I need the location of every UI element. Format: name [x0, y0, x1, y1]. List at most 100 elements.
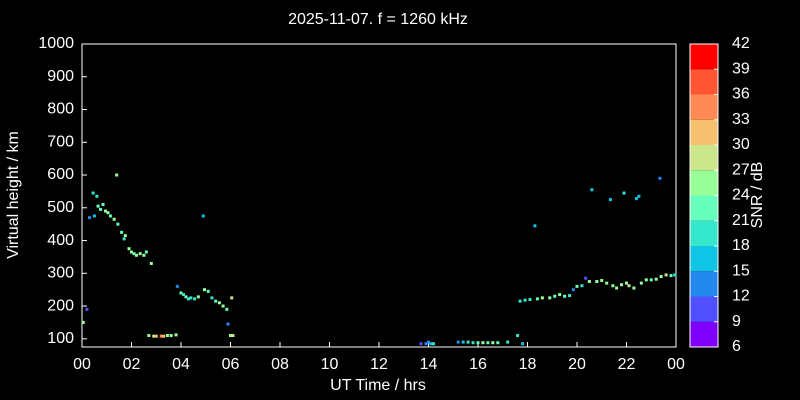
colorbar-tick-label: 42 — [732, 35, 750, 52]
data-point — [225, 307, 229, 311]
data-point — [419, 342, 423, 346]
data-point — [580, 284, 584, 288]
colorbar-tick-label: 39 — [732, 60, 750, 77]
colorbar-label: SNR / dB — [749, 162, 766, 229]
data-point — [659, 275, 663, 279]
colorbar-segment — [690, 44, 718, 70]
data-point — [627, 284, 631, 288]
data-point — [152, 334, 156, 338]
data-point — [108, 214, 112, 218]
data-point — [615, 286, 619, 290]
data-point — [81, 320, 85, 324]
data-point — [217, 301, 221, 305]
data-point — [575, 284, 579, 288]
data-point — [605, 281, 609, 285]
data-point — [568, 294, 572, 298]
x-tick-label: 22 — [618, 356, 636, 373]
data-point — [625, 281, 628, 285]
x-tick-label: 02 — [123, 356, 141, 373]
data-point — [673, 273, 677, 277]
data-point — [523, 298, 527, 302]
y-tick-label: 1000 — [38, 35, 74, 52]
data-point — [622, 191, 626, 195]
data-point — [427, 340, 430, 344]
data-point — [179, 291, 183, 295]
colorbar-tick-label: 15 — [732, 262, 750, 279]
data-point — [138, 252, 142, 256]
data-point — [142, 253, 146, 257]
data-point — [154, 334, 158, 338]
colorbar-tick-label: 30 — [732, 136, 750, 153]
data-point — [637, 194, 641, 198]
data-point — [634, 197, 638, 201]
data-point — [229, 334, 232, 338]
y-tick-label: 500 — [47, 199, 74, 216]
data-point — [553, 294, 557, 298]
colorbar-tick-label: 24 — [732, 187, 750, 204]
data-point — [528, 298, 532, 302]
data-point — [632, 286, 636, 290]
colorbar-segment — [690, 321, 718, 347]
x-tick-label: 06 — [222, 356, 240, 373]
data-point — [87, 216, 91, 220]
data-point — [210, 296, 214, 300]
data-point — [540, 296, 544, 300]
data-point — [620, 283, 624, 287]
data-point — [106, 211, 110, 215]
data-point — [516, 334, 520, 338]
colorbar-segment — [690, 119, 718, 145]
data-point — [96, 204, 100, 208]
x-tick-label: 14 — [420, 356, 438, 373]
colorbar-segment — [690, 246, 718, 272]
data-point — [95, 194, 99, 198]
x-tick-label: 18 — [519, 356, 537, 373]
data-point — [466, 340, 470, 344]
data-point — [461, 340, 465, 344]
x-tick-label: 00 — [73, 356, 91, 373]
data-point — [535, 297, 539, 301]
data-point — [221, 304, 225, 308]
data-point — [144, 250, 148, 254]
colorbar-tick-label: 27 — [732, 161, 750, 178]
data-point — [120, 230, 124, 234]
data-point — [201, 214, 205, 218]
colorbar-segment — [690, 170, 718, 196]
y-tick-label: 800 — [47, 101, 74, 118]
data-point — [122, 237, 126, 241]
colorbar-tick-label: 33 — [732, 111, 750, 128]
data-point — [521, 342, 525, 346]
data-point — [134, 253, 138, 257]
data-point — [424, 342, 428, 346]
data-point — [147, 334, 151, 338]
data-point — [506, 340, 510, 344]
data-point — [189, 296, 193, 300]
data-point — [186, 297, 190, 301]
data-point — [116, 222, 120, 226]
data-point — [85, 307, 89, 311]
y-tick-label: 900 — [47, 68, 74, 85]
data-point — [162, 334, 166, 338]
colorbar-segment — [690, 69, 718, 95]
chart-title: 2025-11-07. f = 1260 kHz — [288, 11, 468, 28]
data-point — [563, 294, 567, 298]
data-point — [165, 334, 169, 338]
data-point — [132, 252, 136, 256]
data-point — [600, 279, 604, 283]
x-tick-label: 00 — [667, 356, 685, 373]
data-point — [112, 217, 116, 221]
data-point — [608, 198, 612, 202]
data-point — [193, 297, 197, 301]
data-point — [456, 340, 460, 344]
data-point — [115, 173, 119, 177]
data-point — [149, 261, 153, 265]
data-point — [181, 293, 185, 297]
data-point — [486, 341, 490, 345]
colorbar-segment — [690, 296, 718, 322]
colorbar-segment — [690, 94, 718, 120]
x-tick-label: 20 — [568, 356, 586, 373]
colorbar-tick-label: 9 — [732, 313, 741, 330]
data-point — [649, 278, 653, 282]
data-point — [203, 288, 207, 292]
data-point — [175, 284, 179, 288]
data-point — [611, 284, 615, 288]
